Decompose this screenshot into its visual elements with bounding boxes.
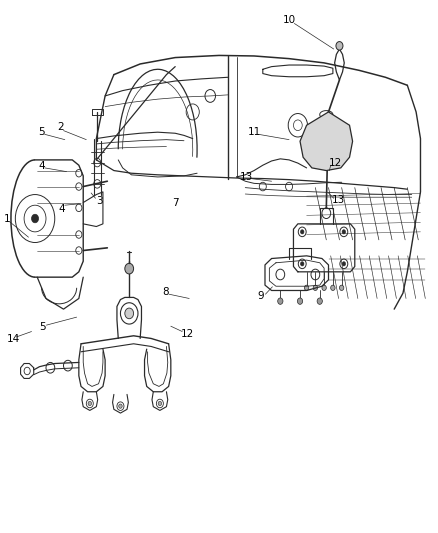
- Text: 4: 4: [38, 161, 45, 171]
- Text: 2: 2: [57, 122, 64, 132]
- Circle shape: [342, 230, 346, 234]
- Circle shape: [300, 262, 304, 266]
- Text: 5: 5: [38, 127, 45, 137]
- Circle shape: [88, 401, 92, 406]
- Circle shape: [331, 285, 335, 290]
- Text: 13: 13: [332, 195, 345, 205]
- Circle shape: [297, 298, 303, 304]
- Text: 7: 7: [172, 198, 179, 207]
- Text: 10: 10: [283, 15, 296, 25]
- Circle shape: [313, 285, 318, 290]
- Circle shape: [336, 42, 343, 50]
- Circle shape: [322, 285, 326, 290]
- Circle shape: [300, 230, 304, 234]
- Text: 12: 12: [181, 329, 194, 338]
- Circle shape: [317, 298, 322, 304]
- Text: 8: 8: [162, 287, 169, 297]
- Circle shape: [339, 285, 344, 290]
- Circle shape: [304, 285, 309, 290]
- Circle shape: [342, 262, 346, 266]
- Text: 12: 12: [328, 158, 342, 167]
- Text: 4: 4: [58, 204, 65, 214]
- Text: 11: 11: [247, 127, 261, 137]
- Text: 3: 3: [95, 197, 102, 206]
- Circle shape: [278, 298, 283, 304]
- Text: 13: 13: [240, 172, 253, 182]
- Text: 1: 1: [4, 214, 11, 223]
- Circle shape: [119, 404, 122, 408]
- Text: 14: 14: [7, 334, 20, 344]
- Polygon shape: [300, 112, 353, 171]
- Circle shape: [125, 308, 134, 319]
- Circle shape: [32, 214, 39, 223]
- Text: 5: 5: [39, 322, 46, 332]
- Circle shape: [158, 401, 162, 406]
- Circle shape: [125, 263, 134, 274]
- Text: 9: 9: [258, 292, 265, 301]
